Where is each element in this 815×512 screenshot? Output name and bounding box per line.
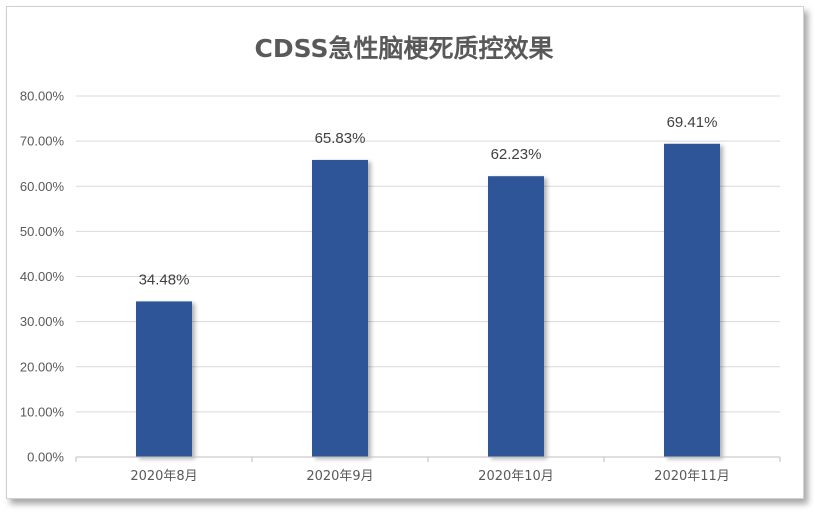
bar: [312, 159, 368, 457]
y-axis-ticks: 0.00% 10.00% 20.00% 30.00% 40.00% 50.00% 60.00…: [20, 89, 65, 465]
y-tick-label: 50.00%: [20, 224, 65, 239]
y-tick-label: 20.00%: [20, 359, 65, 374]
bars: [136, 143, 720, 458]
bar: [136, 301, 192, 457]
y-tick-label: 70.00%: [20, 134, 65, 149]
data-label: 65.83%: [315, 130, 366, 147]
data-label: 34.48%: [139, 271, 190, 288]
x-axis: 2020年8月 2020年9月 2020年10月 2020年11月: [75, 456, 781, 484]
chart-title: CDSS急性脑梗死质控效果: [255, 34, 554, 63]
y-tick-label: 60.00%: [20, 179, 65, 194]
y-tick-label: 40.00%: [20, 269, 65, 284]
data-label: 69.41%: [667, 114, 718, 131]
y-tick-label: 10.00%: [20, 404, 65, 419]
data-label: 62.23%: [491, 146, 542, 163]
data-labels: 34.48% 65.83% 62.23% 69.41%: [139, 114, 718, 289]
bar: [664, 143, 720, 458]
x-tick-label: 2020年10月: [478, 469, 554, 484]
y-tick-label: 80.00%: [20, 89, 65, 104]
y-tick-label: 30.00%: [20, 314, 65, 329]
x-tick-label: 2020年9月: [306, 469, 373, 484]
y-tick-label: 0.00%: [27, 450, 64, 465]
x-tick-label: 2020年11月: [654, 469, 730, 484]
x-tick-label: 2020年8月: [130, 469, 197, 484]
bar: [488, 176, 544, 457]
gridlines: [76, 95, 780, 413]
